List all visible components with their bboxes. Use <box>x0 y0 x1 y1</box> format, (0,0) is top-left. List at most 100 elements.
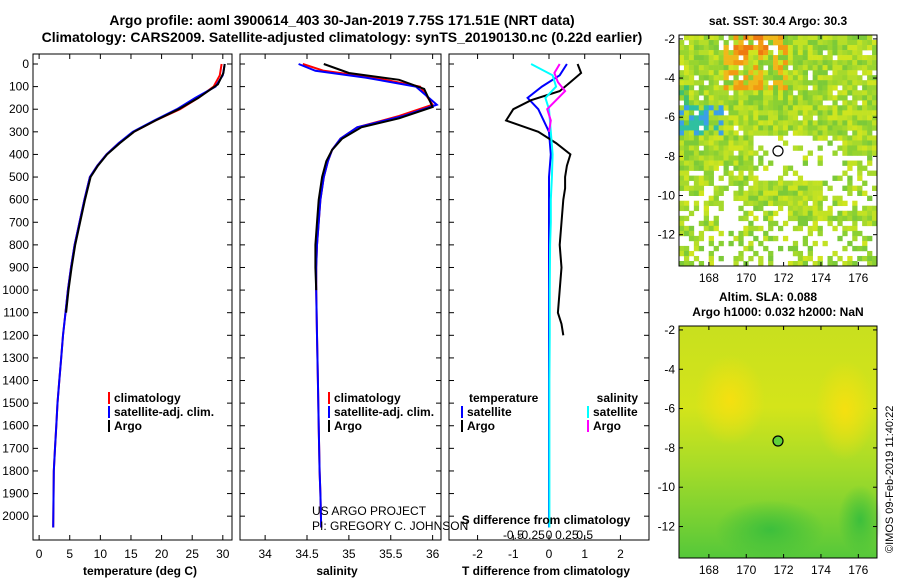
sst-cell <box>703 55 709 61</box>
sst-cell <box>807 245 813 252</box>
sst-cell <box>857 170 863 176</box>
sst-cell <box>753 200 759 207</box>
sst-cell <box>768 260 774 267</box>
sst-cell <box>733 55 739 61</box>
sst-cell <box>792 70 799 76</box>
sst-cell <box>718 125 724 131</box>
sst-cell <box>827 140 833 146</box>
sst-cell <box>872 150 878 156</box>
sst-cell <box>733 260 739 267</box>
sst-cell <box>683 120 690 126</box>
sst-cell <box>842 170 848 176</box>
sst-cell <box>679 155 685 161</box>
sst-cell <box>688 105 695 111</box>
sst-cell <box>832 65 838 71</box>
sst-cell <box>817 70 823 76</box>
sst-cell <box>683 250 690 257</box>
sst-cell <box>728 240 734 247</box>
sst-cell <box>728 145 734 151</box>
sst-cell <box>872 255 878 262</box>
sst-cell <box>852 160 858 166</box>
sst-cell <box>698 80 705 86</box>
sst-cell <box>847 50 853 56</box>
sst-cell <box>862 135 868 141</box>
sst-cell <box>758 120 764 126</box>
sst-cell <box>738 120 744 126</box>
sst-cell <box>718 55 724 61</box>
sst-cell <box>792 245 799 252</box>
sst-cell <box>763 125 769 131</box>
sst-cell <box>753 175 759 181</box>
sst-cell <box>763 60 769 66</box>
sst-cell <box>758 80 764 86</box>
sst-cell <box>867 80 873 86</box>
sst-cell <box>817 185 823 191</box>
sst-cell <box>743 210 749 217</box>
sst-cell <box>713 50 719 56</box>
sst-cell <box>718 90 724 96</box>
sst-cell <box>792 115 799 121</box>
sst-cell <box>748 230 754 237</box>
sst-cell <box>703 165 709 171</box>
sst-cell <box>812 35 818 41</box>
sla-map-title-1: Altim. SLA: 0.088 <box>719 290 817 304</box>
sst-cell <box>738 205 744 212</box>
sst-cell <box>683 200 690 207</box>
sst-cell <box>812 240 818 247</box>
sst-cell <box>787 80 794 86</box>
sst-cell <box>827 120 833 126</box>
sst-cell <box>748 150 754 156</box>
sst-cell <box>773 180 779 186</box>
sst-cell <box>748 95 754 101</box>
sst-cell <box>782 170 789 176</box>
sst-cell <box>713 55 719 61</box>
sst-cell <box>713 110 719 116</box>
sst-cell <box>787 195 794 202</box>
sst-cell <box>758 195 764 202</box>
sst-cell <box>792 85 799 91</box>
lat-tick-label: -10 <box>658 189 676 203</box>
sst-cell <box>718 35 724 41</box>
sst-cell <box>708 85 714 91</box>
sst-cell <box>698 35 705 41</box>
sst-cell <box>698 155 705 161</box>
sst-cell <box>807 250 813 257</box>
sst-cell <box>792 75 799 81</box>
sst-cell <box>787 75 794 81</box>
sst-cell <box>743 60 749 66</box>
sst-cell <box>817 115 823 121</box>
sst-cell <box>872 110 878 116</box>
depth-tick-label: 500 <box>9 170 29 184</box>
sst-cell <box>792 200 799 207</box>
sst-cell <box>802 45 808 51</box>
sst-cell <box>847 110 853 116</box>
sst-cell <box>763 235 769 242</box>
sst-cell <box>822 215 828 222</box>
sst-cell <box>773 190 779 196</box>
sst-cell <box>693 135 700 141</box>
sst-cell <box>797 40 804 46</box>
sst-cell <box>683 185 690 191</box>
sst-cell <box>743 125 749 131</box>
sst-cell <box>679 125 685 131</box>
sst-cell <box>718 160 724 166</box>
sst-cell <box>748 210 754 217</box>
sst-cell <box>812 180 818 186</box>
sst-cell <box>708 170 714 176</box>
sst-cell <box>708 50 714 56</box>
sst-cell <box>778 185 784 191</box>
sst-cell <box>867 205 873 212</box>
sst-cell <box>773 235 779 242</box>
sst-cell <box>773 125 779 131</box>
sst-cell <box>857 185 863 191</box>
sst-cell <box>797 100 804 106</box>
sst-cell <box>812 225 818 232</box>
sst-cell <box>718 110 724 116</box>
sst-cell <box>683 135 690 141</box>
sst-cell <box>872 100 878 106</box>
sst-cell <box>832 135 838 141</box>
sst-cell <box>703 140 709 146</box>
sst-field <box>679 35 878 267</box>
sst-cell <box>852 115 858 121</box>
